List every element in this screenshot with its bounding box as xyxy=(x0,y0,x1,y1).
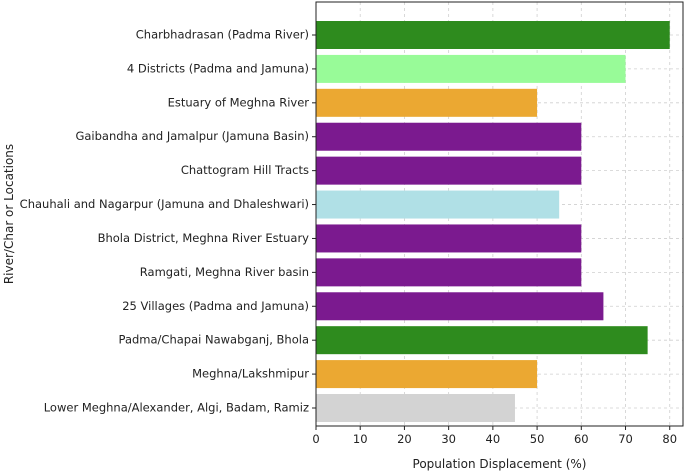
plot-frame xyxy=(315,1,684,427)
bar xyxy=(316,122,582,151)
y-tick-label: Estuary of Meghna River xyxy=(168,95,310,109)
bar xyxy=(316,54,626,83)
bar xyxy=(316,292,604,321)
y-tick-label: Chauhali and Nagarpur (Jamuna and Dhales… xyxy=(20,197,309,211)
bar xyxy=(316,190,560,219)
y-tick-label: Meghna/Lakshmipur xyxy=(192,367,309,381)
x-axis-label: Population Displacement (%) xyxy=(413,457,587,471)
bar xyxy=(316,360,538,389)
x-axis-ticks: 0 10 20 30 40 50 60 70 80 xyxy=(312,426,677,446)
x-tick-label: 40 xyxy=(486,432,501,446)
bar xyxy=(316,21,670,49)
y-axis-ticks: Charbhadrasan (Padma River) 4 Districts (… xyxy=(20,28,316,415)
x-tick-label: 80 xyxy=(662,432,677,446)
x-tick-label: 50 xyxy=(530,432,545,446)
bar xyxy=(316,394,515,422)
bar xyxy=(316,88,538,117)
y-tick-label: Gaibandha and Jamalpur (Jamuna Basin) xyxy=(75,129,309,143)
x-tick-label: 70 xyxy=(618,432,633,446)
bar xyxy=(316,326,648,355)
y-tick-label: Lower Meghna/Alexander, Algi, Badam, Ram… xyxy=(44,401,309,415)
y-tick-label: 25 Villages (Padma and Jamuna) xyxy=(122,299,309,313)
x-tick-label: 20 xyxy=(397,432,412,446)
y-tick-label: Bhola District, Meghna River Estuary xyxy=(98,231,310,245)
x-tick-label: 0 xyxy=(312,432,319,446)
x-tick-label: 60 xyxy=(574,432,589,446)
y-tick-label: Ramgati, Meghna River basin xyxy=(140,265,309,279)
bar xyxy=(316,224,582,253)
bar xyxy=(316,156,582,185)
y-axis-label: River/Char or Locations xyxy=(2,144,16,284)
bar xyxy=(316,258,582,287)
y-tick-label: Charbhadrasan (Padma River) xyxy=(136,28,309,42)
y-tick-label: 4 Districts (Padma and Jamuna) xyxy=(127,61,309,75)
x-tick-label: 10 xyxy=(353,432,368,446)
y-tick-label: Padma/Chapai Nawabganj, Bhola xyxy=(119,333,309,347)
x-tick-label: 30 xyxy=(441,432,456,446)
bars xyxy=(316,21,670,422)
y-tick-label: Chattogram Hill Tracts xyxy=(181,163,309,177)
